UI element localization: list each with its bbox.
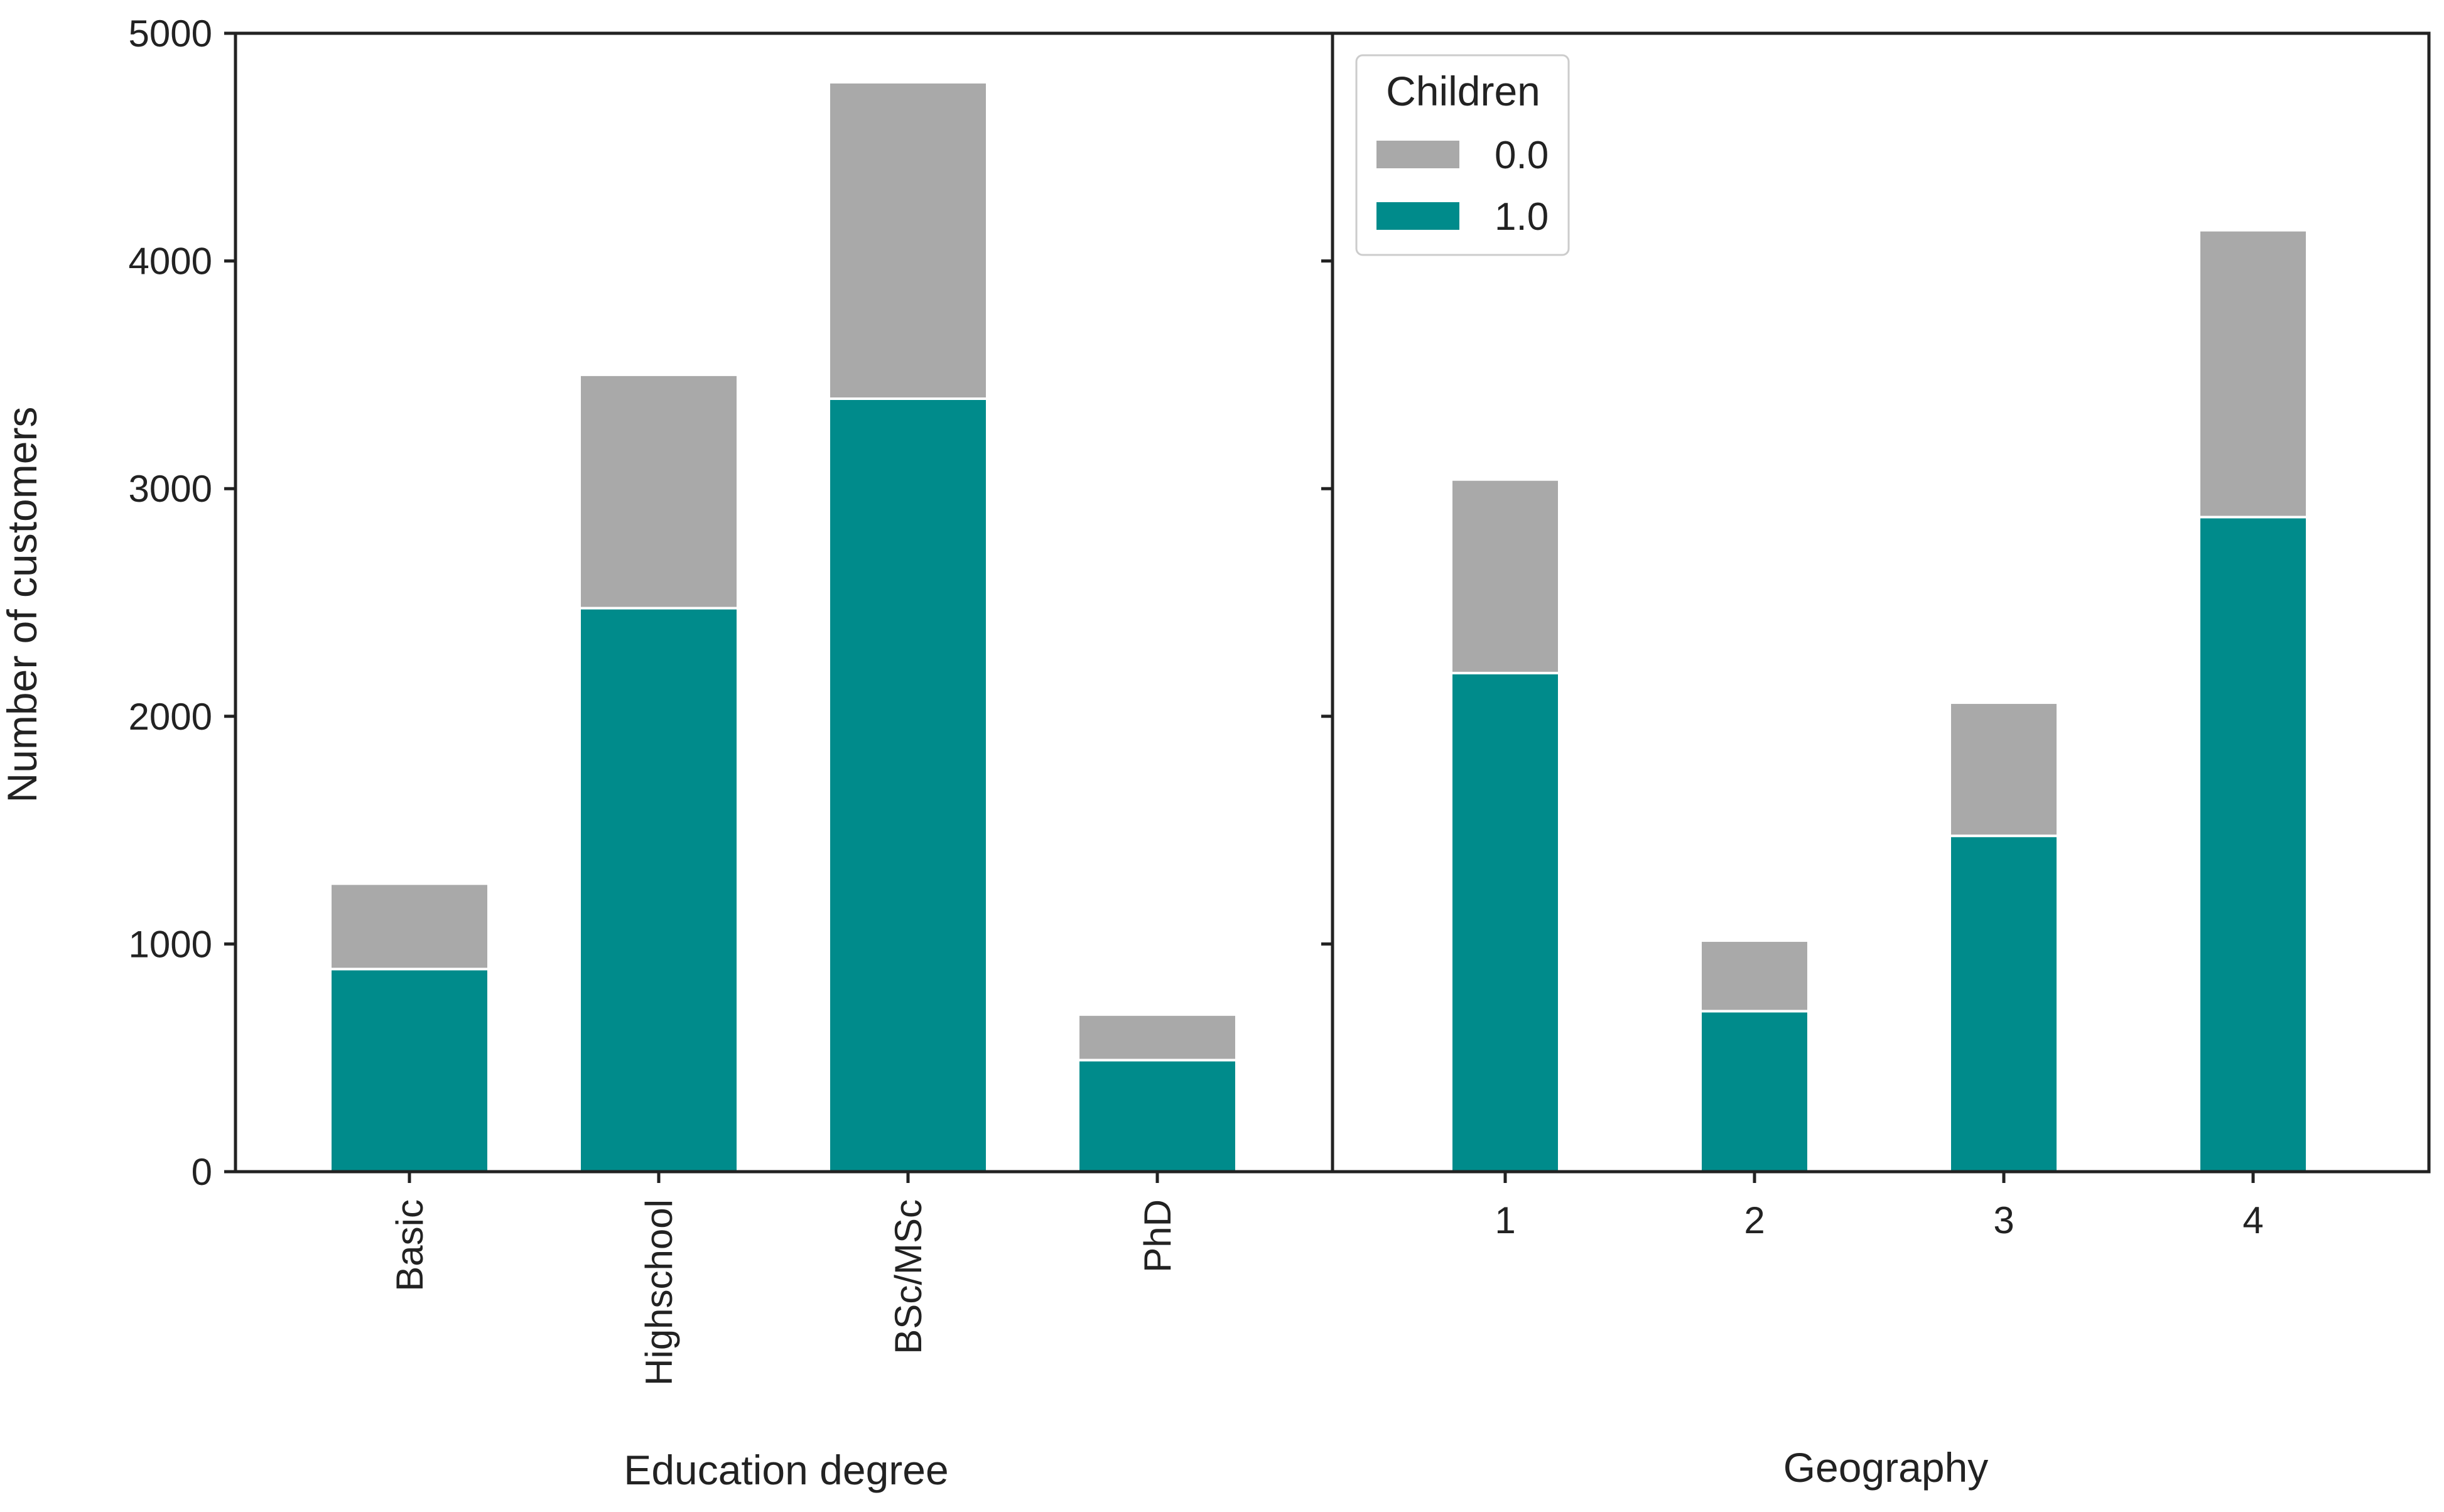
bar-geo-3-children-1-0 — [1949, 834, 2059, 1174]
x-tick-label-edu-0: Basic — [389, 1199, 431, 1292]
bar-edu-highschool-children-1-0 — [578, 607, 739, 1173]
y-tick-label-0: 0 — [192, 1151, 212, 1193]
geography-panel: 1 2 3 4 — [1331, 31, 2431, 1241]
bar-geo-2-children-0-0 — [1699, 939, 1810, 1013]
bar-edu-highschool-children-0-0 — [578, 373, 739, 610]
y-tick-label-4: 4000 — [129, 240, 212, 283]
legend-label-no-children: 0.0 — [1495, 134, 1549, 177]
legend-label-children: 1.0 — [1495, 195, 1549, 239]
bar-geo-2-children-1-0 — [1699, 1010, 1810, 1173]
bar-geo-4-children-1-0 — [2198, 516, 2308, 1173]
y-tick-label-2: 2000 — [129, 696, 212, 738]
y-axis: 0 1000 2000 3000 4000 5000 — [129, 13, 1333, 1193]
bar-geo-1-children-0-0 — [1450, 478, 1560, 674]
legend-swatch-children — [1376, 202, 1459, 230]
education-panel: Basic Highschool BSc/MSc PhD — [234, 31, 1334, 1386]
bar-edu-bsc-msc-children-1-0 — [828, 397, 988, 1173]
x-tick-label-geo-0: 1 — [1495, 1199, 1515, 1241]
bar-edu-basic-children-0-0 — [329, 882, 490, 971]
x-axis-title-geography: Geography — [1783, 1444, 1989, 1491]
y-tick-label-3: 3000 — [129, 468, 212, 510]
bar-geo-3-children-0-0 — [1949, 701, 2059, 838]
legend: Children 0.0 1.0 — [1355, 54, 1570, 256]
x-tick-label-edu-3: PhD — [1137, 1199, 1179, 1273]
x-tick-label-edu-1: Highschool — [638, 1199, 680, 1386]
x-tick-label-geo-3: 4 — [2242, 1199, 2263, 1241]
y-tick-label-1: 1000 — [129, 923, 212, 965]
bar-edu-basic-children-1-0 — [329, 968, 490, 1173]
x-tick-label-geo-2: 3 — [1993, 1199, 2014, 1241]
bar-edu-bsc-msc-children-0-0 — [828, 80, 988, 400]
bar-edu-phd-children-1-0 — [1077, 1059, 1238, 1174]
x-tick-label-edu-2: BSc/MSc — [887, 1199, 929, 1354]
bar-geo-1-children-1-0 — [1450, 671, 1560, 1173]
y-tick-label-5: 5000 — [129, 13, 212, 55]
bar-geo-4-children-0-0 — [2198, 229, 2308, 519]
y-axis-title: Number of customers — [0, 407, 45, 803]
x-axis-title-education: Education degree — [624, 1447, 948, 1493]
x-tick-label-geo-1: 2 — [1744, 1199, 1765, 1241]
legend-swatch-no-children — [1376, 141, 1459, 168]
geo-panel-frame — [1331, 31, 2431, 1174]
bar-edu-phd-children-0-0 — [1077, 1013, 1238, 1062]
legend-title: Children — [1386, 68, 1540, 114]
